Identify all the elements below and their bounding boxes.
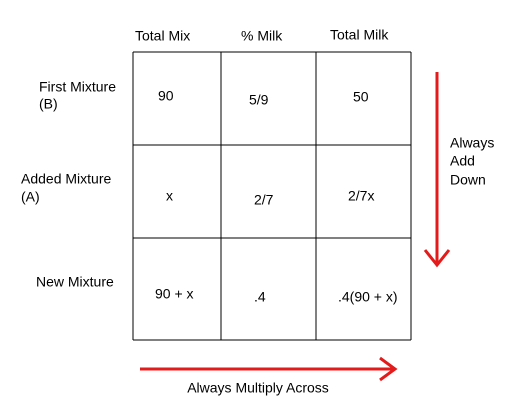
annotation: Add [450, 153, 475, 169]
cell: 90 [158, 88, 174, 104]
cell: .4 [254, 289, 266, 305]
annotation: Always [450, 135, 494, 151]
column-header: % Milk [241, 28, 283, 44]
arrow-head [379, 356, 398, 382]
cell: 2/7x [348, 188, 374, 204]
across-arrow [140, 356, 398, 382]
row-label: New Mixture [36, 274, 114, 290]
table-grid [132, 51, 412, 341]
annotation: Down [450, 172, 486, 188]
down-arrow [423, 72, 451, 268]
cell: 90 + x [155, 286, 194, 302]
cell: 5/9 [249, 92, 269, 108]
row-label: (A) [21, 189, 40, 205]
cell: .4(90 + x) [338, 289, 398, 305]
annotation: Always Multiply Across [187, 380, 329, 396]
cell: 2/7 [254, 192, 274, 208]
column-header: Total Mix [135, 28, 190, 44]
cell: x [166, 188, 173, 204]
cell: 50 [353, 89, 369, 105]
row-label: Added Mixture [21, 171, 111, 187]
column-header: Total Milk [330, 27, 389, 43]
row-label: First Mixture [39, 79, 116, 95]
arrow-head [423, 249, 451, 268]
row-label: (B) [39, 96, 58, 112]
